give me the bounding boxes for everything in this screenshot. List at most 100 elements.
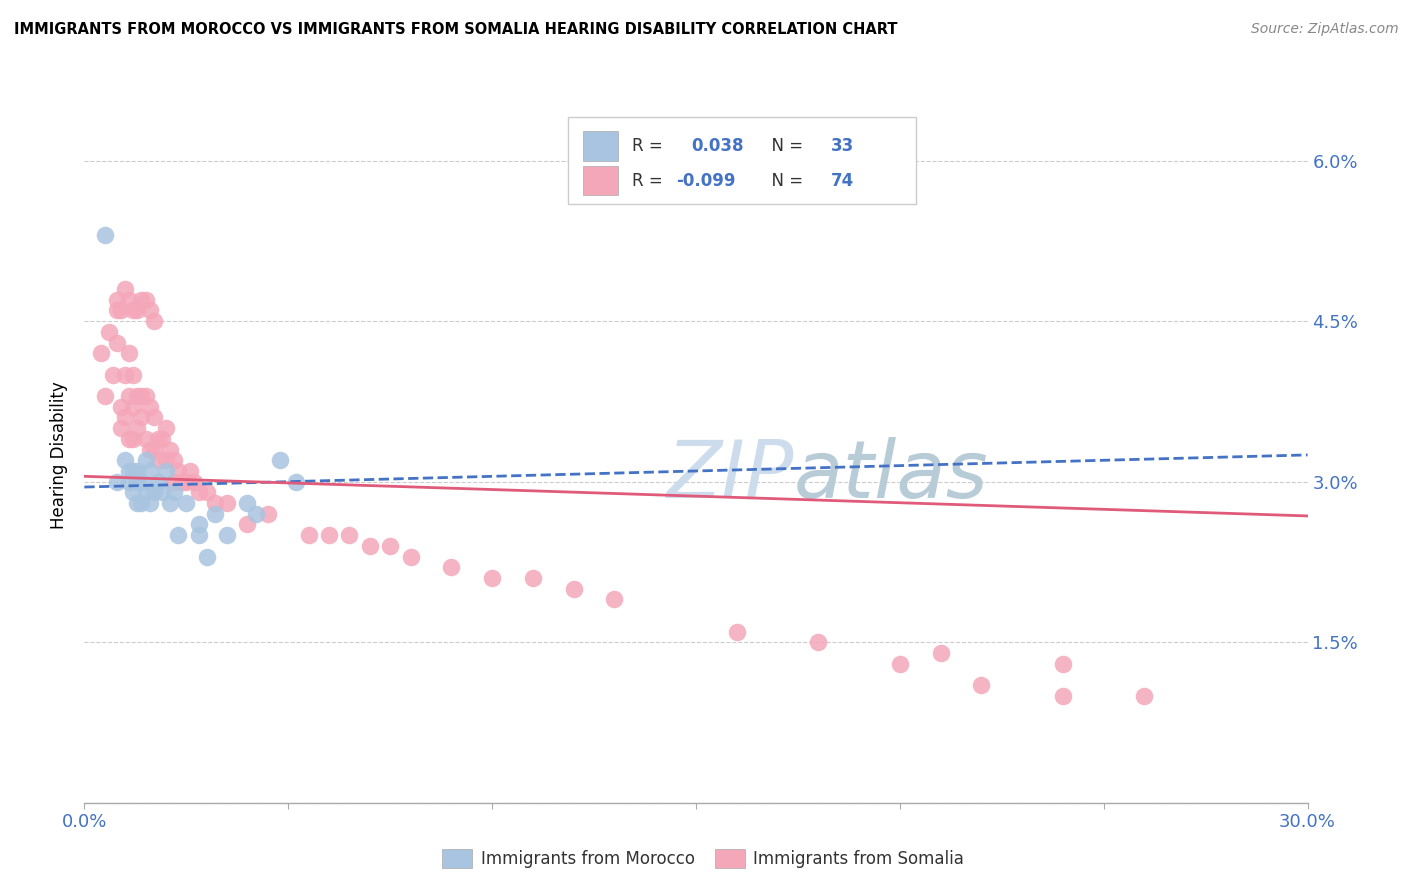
- Point: [122, 303, 145, 318]
- Point: [118, 389, 141, 403]
- Point: [135, 293, 157, 307]
- Point: [110, 421, 132, 435]
- Point: [155, 421, 177, 435]
- Point: [142, 485, 165, 500]
- Point: [138, 400, 160, 414]
- Point: [135, 453, 157, 467]
- Point: [93, 228, 117, 243]
- Text: R =: R =: [633, 172, 668, 190]
- Point: [114, 453, 136, 467]
- Point: [131, 410, 153, 425]
- Point: [318, 528, 340, 542]
- FancyBboxPatch shape: [583, 131, 617, 161]
- Y-axis label: Hearing Disability: Hearing Disability: [51, 381, 69, 529]
- Point: [1052, 657, 1074, 671]
- Point: [122, 368, 145, 382]
- Point: [146, 432, 169, 446]
- Point: [105, 293, 128, 307]
- Point: [159, 442, 181, 457]
- Point: [150, 485, 173, 500]
- Point: [929, 646, 952, 660]
- Point: [195, 549, 218, 564]
- Point: [155, 464, 177, 478]
- Text: N =: N =: [761, 172, 808, 190]
- Point: [155, 453, 177, 467]
- Point: [236, 517, 259, 532]
- Point: [138, 303, 160, 318]
- Point: [522, 571, 544, 585]
- Point: [101, 368, 124, 382]
- Point: [142, 442, 165, 457]
- Point: [399, 549, 422, 564]
- Point: [150, 432, 173, 446]
- Point: [142, 314, 165, 328]
- Point: [298, 528, 321, 542]
- Point: [110, 303, 132, 318]
- Point: [236, 496, 259, 510]
- Point: [339, 528, 361, 542]
- Point: [105, 303, 128, 318]
- Point: [176, 496, 198, 510]
- Point: [269, 453, 291, 467]
- Point: [146, 475, 169, 489]
- Point: [110, 400, 132, 414]
- Point: [204, 496, 226, 510]
- FancyBboxPatch shape: [583, 166, 617, 195]
- Point: [118, 475, 141, 489]
- Point: [127, 389, 149, 403]
- Point: [93, 389, 117, 403]
- Point: [285, 475, 308, 489]
- Point: [127, 464, 149, 478]
- Point: [118, 346, 141, 360]
- Point: [159, 496, 181, 510]
- Point: [359, 539, 381, 553]
- FancyBboxPatch shape: [568, 118, 917, 204]
- Point: [179, 464, 201, 478]
- Point: [562, 582, 585, 596]
- Point: [138, 442, 160, 457]
- Point: [127, 496, 149, 510]
- Point: [90, 346, 112, 360]
- Point: [187, 517, 209, 532]
- Point: [135, 485, 157, 500]
- Point: [163, 485, 186, 500]
- Point: [118, 432, 141, 446]
- Point: [1133, 689, 1156, 703]
- Point: [725, 624, 748, 639]
- Text: 0.038: 0.038: [692, 137, 744, 155]
- Point: [118, 293, 141, 307]
- Text: 74: 74: [831, 172, 853, 190]
- Point: [135, 389, 157, 403]
- Point: [204, 507, 226, 521]
- Point: [163, 475, 186, 489]
- Point: [131, 475, 153, 489]
- Point: [105, 475, 128, 489]
- Point: [807, 635, 830, 649]
- Point: [889, 657, 911, 671]
- Point: [167, 528, 190, 542]
- Text: IMMIGRANTS FROM MOROCCO VS IMMIGRANTS FROM SOMALIA HEARING DISABILITY CORRELATIO: IMMIGRANTS FROM MOROCCO VS IMMIGRANTS FR…: [14, 22, 897, 37]
- Point: [217, 496, 239, 510]
- Point: [970, 678, 993, 692]
- Point: [105, 335, 128, 350]
- Point: [167, 464, 190, 478]
- Point: [127, 421, 149, 435]
- Point: [245, 507, 267, 521]
- Text: 33: 33: [831, 137, 853, 155]
- Point: [195, 485, 218, 500]
- Point: [122, 485, 145, 500]
- Text: atlas: atlas: [794, 437, 988, 515]
- Legend: Immigrants from Morocco, Immigrants from Somalia: Immigrants from Morocco, Immigrants from…: [436, 842, 970, 875]
- Text: Source: ZipAtlas.com: Source: ZipAtlas.com: [1251, 22, 1399, 37]
- Point: [122, 400, 145, 414]
- Text: N =: N =: [761, 137, 808, 155]
- Point: [97, 325, 120, 339]
- Text: ZIP: ZIP: [666, 437, 794, 515]
- Text: -0.099: -0.099: [676, 172, 735, 190]
- Point: [138, 464, 160, 478]
- Point: [176, 475, 198, 489]
- Point: [122, 432, 145, 446]
- Point: [114, 410, 136, 425]
- Point: [118, 464, 141, 478]
- Point: [122, 464, 145, 478]
